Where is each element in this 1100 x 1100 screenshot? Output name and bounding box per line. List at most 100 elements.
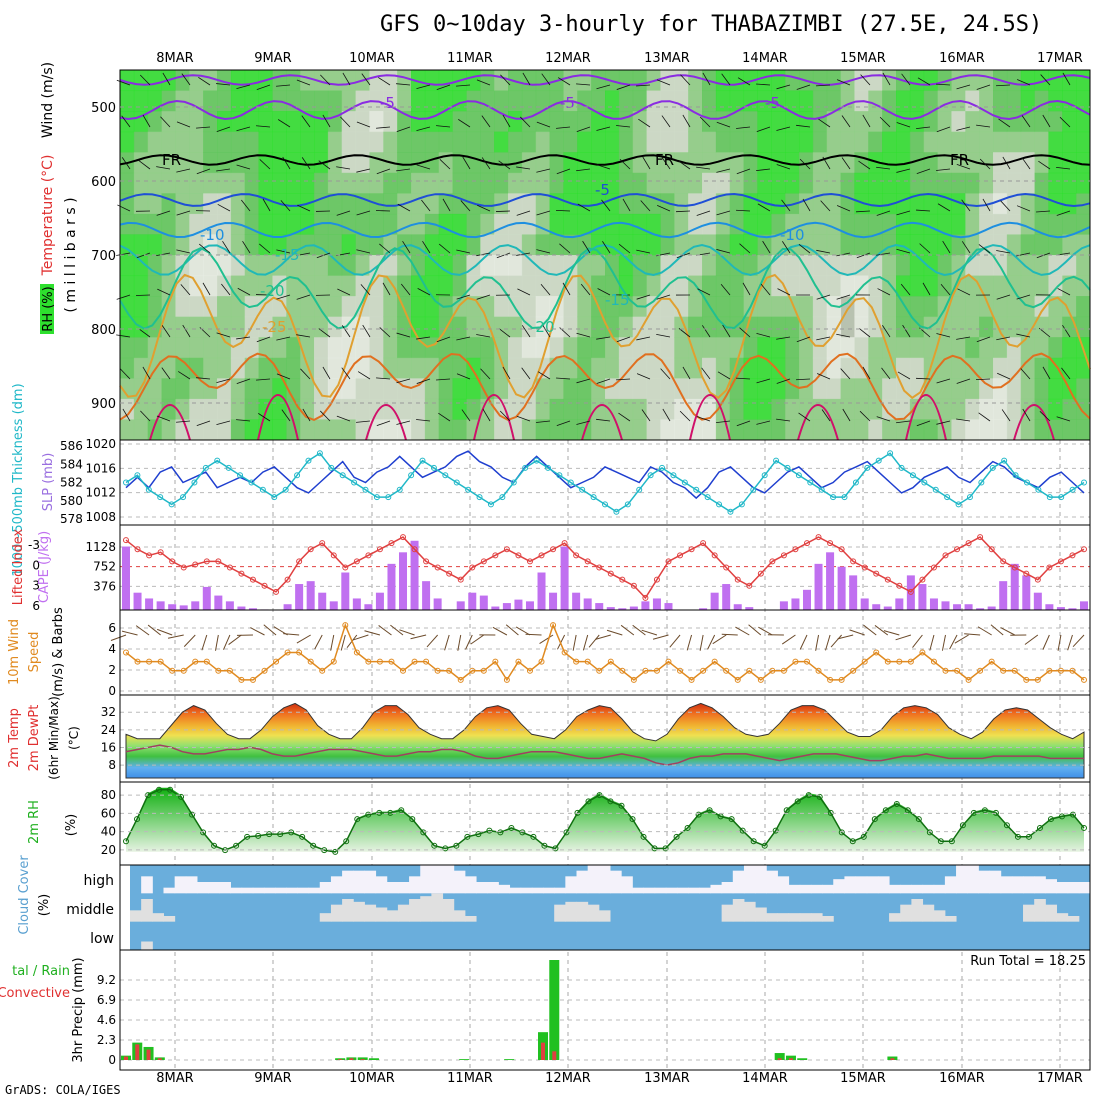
wind-barb: [680, 74, 691, 86]
wind-speed-point: [873, 649, 880, 656]
rh-cell: [1006, 316, 1022, 338]
cape-bar: [883, 606, 892, 610]
rh-cell: [175, 111, 190, 133]
rh-cell: [1034, 70, 1049, 92]
rh-cell: [646, 111, 661, 133]
lifted-index-point: [123, 537, 129, 544]
cloud-high-bar: [643, 887, 656, 894]
wind-barb: [536, 210, 551, 216]
wind-barb: [176, 249, 191, 254]
wind-barb: [915, 377, 931, 380]
precip-axis-label: 3hr Precip (mm): [71, 957, 86, 1062]
rh-cell: [605, 296, 620, 318]
wind-barb: [456, 373, 471, 380]
wind-barb: [416, 84, 431, 90]
surface-wind-barb: [883, 630, 900, 636]
rh-cell: [286, 193, 301, 215]
rh-point: [706, 807, 713, 814]
wind-speed-point: [1081, 676, 1087, 683]
rh-cell: [993, 193, 1008, 215]
rh-cell: [424, 316, 440, 338]
surface-wind-barb: [990, 624, 1004, 636]
rh-cell: [438, 337, 454, 359]
temperature-contour-hot: [257, 394, 299, 441]
surface-wind-barb: [825, 634, 831, 651]
wind-barb: [376, 168, 391, 175]
rh-cell: [549, 234, 564, 256]
wind-barb: [379, 243, 391, 254]
cloud-high-bar: [956, 865, 968, 894]
rh-cell: [341, 70, 357, 92]
wind-barb: [482, 408, 491, 422]
rh-cell: [840, 255, 855, 277]
wind-barb: [576, 168, 591, 172]
thickness-point: [487, 501, 494, 508]
precip-convective-bar: [124, 1056, 128, 1060]
wind-barb: [975, 378, 991, 381]
wind-barb: [919, 243, 931, 254]
thickness-point: [522, 464, 529, 471]
surface-wind-barb: [539, 634, 554, 645]
rh-cell: [1062, 398, 1077, 420]
surface-wind-barb: [652, 634, 669, 640]
wind-barb: [1036, 210, 1051, 213]
surface-wind-barb: [515, 626, 531, 636]
lifted-index-point: [827, 540, 834, 547]
wind-barb: [336, 166, 351, 170]
rh-cell: [1076, 90, 1091, 112]
rh-cell: [840, 419, 855, 441]
cape-bar: [318, 592, 327, 610]
cape-bar: [745, 607, 754, 610]
rh-cell: [854, 398, 869, 420]
rh-surface-axis-label: 2m RH: [27, 800, 42, 844]
wind-barb: [562, 282, 571, 296]
lifted-index-point: [1046, 564, 1053, 571]
thickness-point: [693, 486, 700, 493]
lifted-index-point: [492, 552, 499, 559]
cloud-high-bar: [431, 865, 444, 894]
thickness-point: [1012, 472, 1019, 479]
wind-barb: [858, 160, 871, 170]
wind-barb: [936, 378, 951, 384]
thickness-point: [430, 464, 437, 471]
lifted-index-point: [746, 582, 753, 589]
rh-cell: [549, 152, 564, 174]
wind-speed-line: [125, 622, 1085, 682]
wind-barb: [756, 420, 771, 425]
rh-cell: [743, 378, 758, 400]
rh-cell: [452, 419, 467, 441]
rh-cell: [466, 357, 481, 379]
rh-cell: [383, 234, 398, 256]
rh-point: [420, 829, 427, 836]
rh-cell: [577, 275, 592, 297]
cape-bar: [837, 566, 846, 610]
rh-cell: [1076, 213, 1091, 235]
surface-wind-barb: [874, 625, 889, 636]
wind-barb: [1057, 288, 1071, 296]
surface-wind-barb: [748, 624, 762, 636]
wind-barb: [122, 408, 131, 422]
rh-unit-label: (%): [64, 814, 79, 837]
rh-cell: [521, 152, 537, 174]
rh-cell: [175, 316, 190, 338]
wind-barb: [896, 168, 911, 173]
cloud-middle-bar: [409, 899, 421, 922]
wind-barb: [416, 336, 431, 340]
rh-tick: 60: [101, 806, 116, 820]
rh-cell: [1076, 419, 1091, 441]
rh-cell: [438, 234, 454, 256]
surface-wind-barb: [758, 626, 773, 636]
rh-cell: [743, 398, 758, 420]
rh-cell: [1034, 357, 1049, 379]
rh-cell: [702, 398, 717, 420]
rh-cell: [605, 337, 620, 359]
temperature-contour: [119, 99, 1091, 121]
wind-barb: [716, 121, 731, 128]
rh-cell: [993, 296, 1008, 318]
rh-cell: [937, 152, 952, 174]
rh-cell: [646, 255, 661, 277]
cloud-high-bar: [676, 887, 689, 894]
thickness-tick: 584: [60, 457, 83, 471]
rh-cell: [327, 90, 343, 112]
rh-cell: [826, 378, 842, 400]
